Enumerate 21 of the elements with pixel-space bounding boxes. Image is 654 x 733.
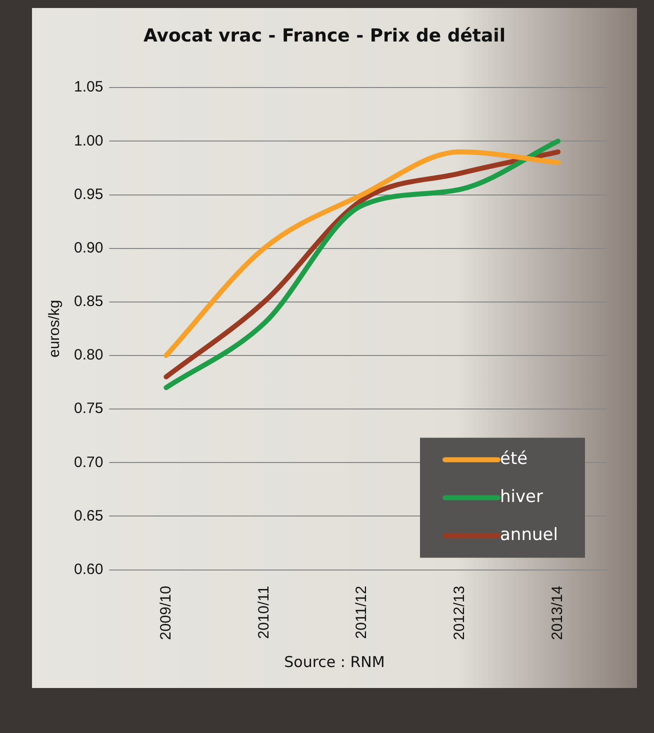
- chart-title: Avocat vrac - France - Prix de détail: [143, 25, 506, 46]
- x-tick-label: 2012/13: [451, 586, 468, 640]
- y-axis-title: euros/kg: [46, 300, 64, 358]
- x-tick-label: 2011/12: [353, 586, 370, 639]
- legend-label: annuel: [500, 525, 558, 546]
- y-tick-label: 0.85: [74, 293, 104, 310]
- x-tick-label: 2013/14: [549, 586, 566, 640]
- y-tick-label: 0.70: [74, 454, 104, 471]
- x-tick-label: 2009/10: [157, 586, 174, 640]
- y-tick-label: 1.00: [74, 132, 104, 150]
- y-tick-label: 0.60: [74, 560, 104, 578]
- y-tick-label: 0.90: [74, 239, 104, 256]
- y-tick-label: 0.95: [74, 186, 104, 203]
- y-tick-label: 1.05: [74, 78, 104, 96]
- y-tick-label: 0.80: [74, 346, 104, 364]
- source-note: Source : RNM: [283, 653, 386, 671]
- x-tick-label: 2010/11: [255, 586, 272, 639]
- y-tick-label: 0.65: [74, 507, 104, 524]
- legend-label: hiver: [500, 487, 544, 508]
- legend-label: été: [500, 449, 528, 470]
- y-tick-label: 0.75: [74, 400, 104, 418]
